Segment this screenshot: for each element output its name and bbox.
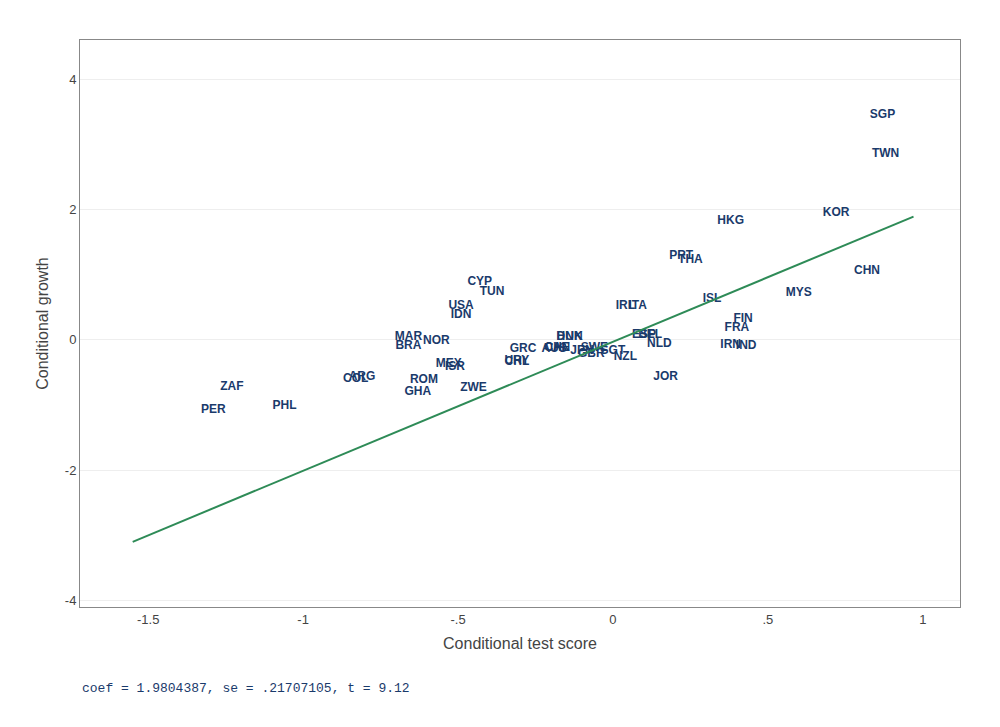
svg-text:HUN: HUN xyxy=(557,329,583,343)
svg-text:CHN: CHN xyxy=(854,263,880,277)
svg-text:SGP: SGP xyxy=(870,107,895,121)
svg-text:NLD: NLD xyxy=(647,336,672,350)
svg-text:Conditional growth: Conditional growth xyxy=(34,257,51,390)
svg-text:0: 0 xyxy=(609,612,616,627)
svg-text:.5: .5 xyxy=(762,612,773,627)
svg-text:GHA: GHA xyxy=(404,384,431,398)
svg-text:ITA: ITA xyxy=(629,298,648,312)
svg-text:GBR: GBR xyxy=(578,346,605,360)
svg-text:2: 2 xyxy=(69,202,76,217)
svg-text:JPN: JPN xyxy=(570,343,593,357)
svg-text:ARG: ARG xyxy=(349,369,376,383)
svg-text:0: 0 xyxy=(69,332,76,347)
svg-text:CYP: CYP xyxy=(467,274,492,288)
svg-text:1: 1 xyxy=(919,612,926,627)
svg-text:HKG: HKG xyxy=(717,213,744,227)
svg-text:ISL: ISL xyxy=(703,291,722,305)
svg-text:TWN: TWN xyxy=(872,146,899,160)
svg-text:ZAF: ZAF xyxy=(220,379,243,393)
svg-text:ISR: ISR xyxy=(445,359,465,373)
svg-text:MAR: MAR xyxy=(395,329,423,343)
svg-text:PER: PER xyxy=(201,402,226,416)
svg-text:-1: -1 xyxy=(297,612,309,627)
svg-text:BEL: BEL xyxy=(638,327,662,341)
svg-text:DNK: DNK xyxy=(557,329,583,343)
svg-text:PHL: PHL xyxy=(273,398,297,412)
svg-text:FRA: FRA xyxy=(725,320,750,334)
svg-text:BRA: BRA xyxy=(395,338,421,352)
svg-text:SWE: SWE xyxy=(581,340,608,354)
svg-text:IND: IND xyxy=(736,338,757,352)
svg-text:ROM: ROM xyxy=(410,372,438,386)
svg-text:GRC: GRC xyxy=(510,341,537,355)
svg-text:ZWE: ZWE xyxy=(460,380,487,394)
svg-text:IRN: IRN xyxy=(720,337,741,351)
svg-text:URY: URY xyxy=(504,353,529,367)
svg-text:-.5: -.5 xyxy=(450,612,465,627)
svg-text:MYS: MYS xyxy=(786,285,812,299)
svg-text:PRT: PRT xyxy=(669,248,694,262)
svg-text:4: 4 xyxy=(69,72,76,87)
svg-text:-4: -4 xyxy=(65,593,77,608)
svg-text:AUS: AUS xyxy=(541,341,566,355)
svg-text:coef = 1.9804387, se = .217071: coef = 1.9804387, se = .21707105, t = 9.… xyxy=(82,681,410,696)
svg-text:KOR: KOR xyxy=(823,205,850,219)
svg-text:SGT: SGT xyxy=(601,343,626,357)
svg-text:CHL: CHL xyxy=(505,354,530,368)
svg-text:-1.5: -1.5 xyxy=(137,612,159,627)
svg-text:-2: -2 xyxy=(65,463,77,478)
svg-text:NOR: NOR xyxy=(423,333,450,347)
svg-text:CAN: CAN xyxy=(544,340,570,354)
svg-text:MEX: MEX xyxy=(436,356,462,370)
svg-text:NZL: NZL xyxy=(614,349,637,363)
svg-text:Conditional test score: Conditional test score xyxy=(443,635,597,652)
svg-text:USA: USA xyxy=(448,298,474,312)
svg-text:TUN: TUN xyxy=(480,284,505,298)
svg-text:FIN: FIN xyxy=(733,311,752,325)
svg-text:THA: THA xyxy=(678,252,703,266)
svg-text:IRL: IRL xyxy=(616,298,635,312)
svg-text:ESP: ESP xyxy=(632,327,656,341)
svg-text:IDN: IDN xyxy=(451,307,472,321)
svg-text:COL: COL xyxy=(343,371,368,385)
svg-text:CHE: CHE xyxy=(545,340,570,354)
svg-text:JOR: JOR xyxy=(653,369,678,383)
